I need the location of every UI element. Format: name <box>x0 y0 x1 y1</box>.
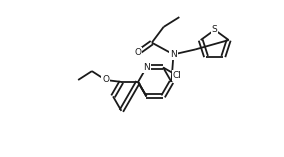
Text: O: O <box>102 76 109 84</box>
Text: S: S <box>212 25 218 34</box>
Text: N: N <box>143 63 150 72</box>
Text: O: O <box>135 48 141 57</box>
Text: Cl: Cl <box>172 71 181 80</box>
Text: N: N <box>170 50 177 59</box>
